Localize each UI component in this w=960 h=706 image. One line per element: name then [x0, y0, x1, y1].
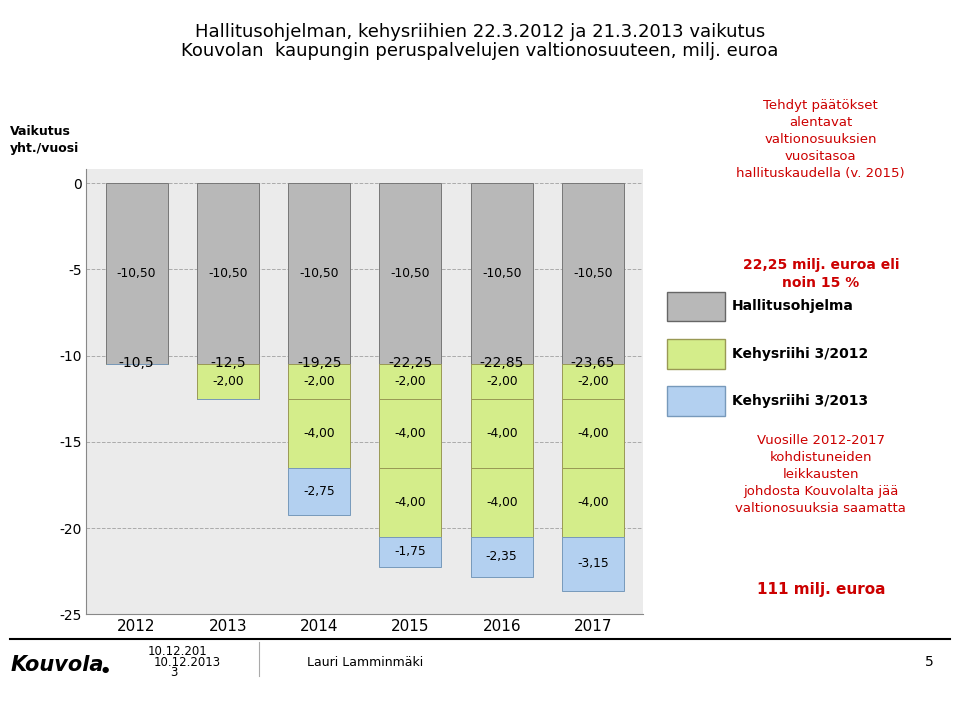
- Text: -10,50: -10,50: [573, 268, 612, 280]
- Bar: [288, 184, 350, 364]
- Bar: [562, 184, 624, 364]
- Text: 5: 5: [924, 655, 934, 669]
- Bar: [562, 537, 624, 591]
- Bar: [562, 399, 624, 467]
- Text: -2,00: -2,00: [486, 375, 517, 388]
- Text: yht./vuosi: yht./vuosi: [10, 143, 79, 155]
- Text: -4,00: -4,00: [486, 496, 517, 508]
- Bar: [197, 184, 259, 364]
- Text: -2,00: -2,00: [212, 375, 244, 388]
- Text: -2,00: -2,00: [577, 375, 609, 388]
- Text: Hallitusohjelman, kehysriihien 22.3.2012 ja 21.3.2013 vaikutus: Hallitusohjelman, kehysriihien 22.3.2012…: [195, 23, 765, 40]
- Bar: [379, 184, 442, 364]
- Text: 111 milj. euroa: 111 milj. euroa: [756, 582, 885, 597]
- Bar: [470, 184, 533, 364]
- Text: -10,5: -10,5: [119, 356, 155, 369]
- Bar: [106, 184, 168, 364]
- Text: -10,50: -10,50: [208, 268, 248, 280]
- Text: -2,00: -2,00: [303, 375, 335, 388]
- Text: -2,00: -2,00: [395, 375, 426, 388]
- Text: 10.12.201: 10.12.201: [148, 645, 207, 658]
- Text: ●: ●: [102, 665, 109, 674]
- Text: -3,15: -3,15: [577, 557, 609, 570]
- Bar: [470, 537, 533, 577]
- Text: Hallitusohjelma: Hallitusohjelma: [732, 299, 853, 313]
- Text: -12,5: -12,5: [210, 356, 246, 369]
- Bar: [470, 399, 533, 467]
- Text: Kehysriihi 3/2013: Kehysriihi 3/2013: [732, 394, 868, 408]
- Text: -4,00: -4,00: [577, 426, 609, 440]
- Bar: [379, 537, 442, 567]
- Bar: [562, 467, 624, 537]
- Text: 22,25 milj. euroa eli
noin 15 %: 22,25 milj. euroa eli noin 15 %: [742, 258, 900, 290]
- Text: -10,50: -10,50: [300, 268, 339, 280]
- Text: -4,00: -4,00: [395, 496, 426, 508]
- Text: -23,65: -23,65: [571, 356, 615, 369]
- Bar: [379, 467, 442, 537]
- Bar: [288, 364, 350, 399]
- Text: -22,85: -22,85: [480, 356, 524, 369]
- Bar: [288, 399, 350, 467]
- Text: -10,50: -10,50: [117, 268, 156, 280]
- Text: 3: 3: [170, 666, 178, 679]
- Text: 10.12.2013: 10.12.2013: [154, 656, 221, 669]
- Text: Lauri Lamminmäki: Lauri Lamminmäki: [306, 656, 423, 669]
- Text: -4,00: -4,00: [486, 426, 517, 440]
- Text: -19,25: -19,25: [297, 356, 342, 369]
- Text: Kehysriihi 3/2012: Kehysriihi 3/2012: [732, 347, 868, 361]
- Text: Kouvola: Kouvola: [11, 655, 105, 675]
- Bar: [562, 364, 624, 399]
- Bar: [379, 399, 442, 467]
- Text: -22,25: -22,25: [388, 356, 433, 369]
- Text: -4,00: -4,00: [395, 426, 426, 440]
- Bar: [470, 467, 533, 537]
- Text: -10,50: -10,50: [391, 268, 430, 280]
- Bar: [197, 364, 259, 399]
- Bar: [379, 364, 442, 399]
- Text: -2,35: -2,35: [486, 551, 517, 563]
- Text: Tehdyt päätökset
alentavat
valtionosuuksien
vuositasoa
hallituskaudella (v. 2015: Tehdyt päätökset alentavat valtionosuuks…: [736, 99, 905, 180]
- Text: -1,75: -1,75: [395, 545, 426, 558]
- Text: -4,00: -4,00: [577, 496, 609, 508]
- Bar: [470, 364, 533, 399]
- Text: Kouvolan  kaupungin peruspalvelujen valtionosuuteen, milj. euroa: Kouvolan kaupungin peruspalvelujen valti…: [181, 42, 779, 60]
- Text: -4,00: -4,00: [303, 426, 335, 440]
- Text: -10,50: -10,50: [482, 268, 521, 280]
- Text: Vaikutus: Vaikutus: [10, 125, 70, 138]
- Text: Vuosille 2012-2017
kohdistuneiden
leikkausten
johdosta Kouvolalta jää
valtionosu: Vuosille 2012-2017 kohdistuneiden leikka…: [735, 434, 906, 515]
- Bar: [288, 467, 350, 515]
- Text: -2,75: -2,75: [303, 485, 335, 498]
